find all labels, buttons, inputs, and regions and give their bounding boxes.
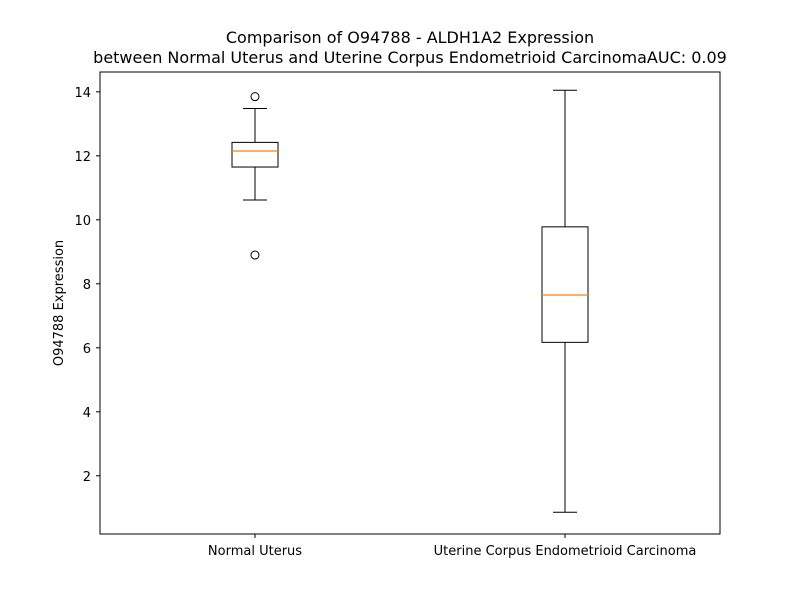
- outlier-point: [250, 250, 260, 260]
- y-tick-label: 6: [83, 342, 91, 357]
- y-tick-label: 8: [83, 278, 91, 293]
- outlier-point: [250, 92, 260, 102]
- y-axis-label: O94788 Expression: [52, 240, 67, 366]
- axes-frame: [99, 71, 721, 535]
- y-tick-label: 12: [74, 150, 91, 165]
- axes: 2 4 6 8 10 12 14 Normal Uterus Uterine Corpus En…: [74, 86, 696, 559]
- box-iqr: [541, 226, 589, 343]
- y-tick-label: 2: [83, 470, 91, 485]
- chart-title-line-2: between Normal Uterus and Uterine Corpus…: [93, 48, 727, 67]
- x-tick-label: Normal Uterus: [208, 544, 302, 559]
- plot-area: [231, 89, 589, 513]
- x-tick-label: Uterine Corpus Endometrioid Carcinoma: [434, 544, 697, 559]
- chart-title-line-1: Comparison of O94788 - ALDH1A2 Expressio…: [226, 28, 594, 47]
- y-tick-label: 14: [74, 86, 91, 101]
- y-tick-label: 10: [74, 214, 91, 229]
- box-iqr: [231, 141, 279, 168]
- y-tick-label: 4: [83, 406, 91, 421]
